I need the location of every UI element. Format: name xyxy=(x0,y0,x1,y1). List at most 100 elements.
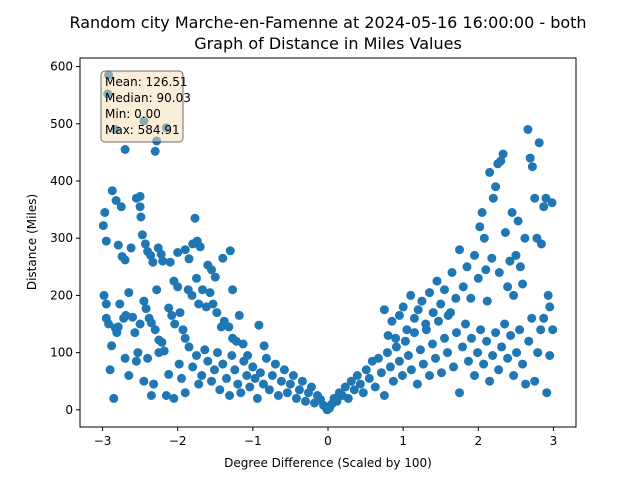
scatter-point xyxy=(233,379,243,389)
scatter-point xyxy=(222,373,231,383)
scatter-point xyxy=(497,342,507,352)
scatter-point xyxy=(285,379,295,389)
scatter-point xyxy=(165,257,175,267)
scatter-point xyxy=(250,373,260,383)
stats-max: Max: 584.91 xyxy=(105,123,180,137)
scatter-point xyxy=(180,388,190,398)
scatter-point xyxy=(169,393,179,403)
scatter-point xyxy=(349,385,359,395)
x-axis-ticks: −3 −2 −1 0 1 2 3 xyxy=(94,427,557,448)
scatter-point xyxy=(207,265,216,275)
scatter-point xyxy=(373,353,383,363)
y-axis-ticks: 0 100 200 300 400 500 600 xyxy=(50,60,80,417)
scatter-point xyxy=(500,228,510,237)
scatter-point xyxy=(449,362,458,372)
scatter-point xyxy=(355,379,365,389)
scatter-point xyxy=(131,356,141,366)
scatter-point xyxy=(213,348,222,358)
scatter-point xyxy=(458,342,467,352)
scatter-point xyxy=(534,138,544,148)
scatter-point xyxy=(116,202,126,212)
scatter-point xyxy=(128,312,138,322)
scatter-point xyxy=(418,359,428,369)
scatter-point xyxy=(487,253,497,263)
scatter-point xyxy=(238,339,248,349)
scatter-point xyxy=(536,325,546,335)
y-tick-label: 600 xyxy=(50,60,73,74)
scatter-point xyxy=(470,371,479,380)
scatter-point xyxy=(505,256,515,266)
scatter-point xyxy=(194,379,204,389)
scatter-point xyxy=(208,299,218,309)
scatter-point xyxy=(425,371,434,380)
scatter-point xyxy=(346,376,356,386)
scatter-point xyxy=(135,191,145,201)
scatter-point xyxy=(521,379,531,389)
scatter-point xyxy=(276,376,286,386)
scatter-point xyxy=(432,276,442,286)
scatter-point xyxy=(180,333,190,343)
scatter-point xyxy=(488,351,498,360)
scatter-point xyxy=(297,376,307,386)
scatter-point xyxy=(394,310,404,320)
scatter-point xyxy=(361,365,371,375)
scatter-point xyxy=(536,239,546,249)
scatter-point xyxy=(137,230,147,240)
scatter-point xyxy=(218,253,228,263)
scatter-point xyxy=(382,348,392,358)
scatter-point xyxy=(494,268,504,277)
scatter-point xyxy=(409,313,419,323)
scatter-point xyxy=(294,385,304,395)
scatter-point xyxy=(197,371,207,380)
scatter-point xyxy=(485,167,495,177)
scatter-point xyxy=(428,339,437,349)
x-tick-label: −3 xyxy=(94,434,112,448)
scatter-point xyxy=(479,359,489,369)
scatter-point xyxy=(511,250,521,260)
scatter-point xyxy=(451,293,461,303)
scatter-point xyxy=(301,396,310,406)
scatter-point xyxy=(470,250,479,260)
scatter-point xyxy=(149,379,159,389)
scatter-point xyxy=(547,198,557,208)
scatter-point xyxy=(107,186,117,196)
scatter-point xyxy=(506,331,516,340)
scatter-point xyxy=(150,146,160,156)
scatter-point xyxy=(409,328,419,338)
scatter-point xyxy=(491,182,501,192)
scatter-point xyxy=(491,328,501,338)
scatter-point xyxy=(215,385,225,395)
scatter-point xyxy=(245,382,255,392)
scatter-point xyxy=(184,254,194,264)
scatter-point xyxy=(406,365,416,375)
points-layer xyxy=(98,70,558,415)
scatter-point xyxy=(143,353,153,363)
scatter-point xyxy=(100,208,110,217)
scatter-point xyxy=(164,303,174,313)
scatter-point xyxy=(255,368,265,378)
scatter-point xyxy=(452,328,461,338)
scatter-point xyxy=(481,265,491,275)
scatter-point xyxy=(200,345,210,355)
scatter-point xyxy=(178,325,188,335)
scatter-point xyxy=(279,365,289,375)
chart-title-line1: Random city Marche-en-Famenne at 2024-05… xyxy=(69,13,586,32)
scatter-point xyxy=(440,285,449,295)
scatter-point xyxy=(124,371,134,380)
scatter-point xyxy=(225,391,235,400)
scatter-point xyxy=(542,388,552,398)
scatter-point xyxy=(391,333,401,343)
scatter-point xyxy=(440,333,449,343)
scatter-point xyxy=(428,308,438,318)
scatter-point xyxy=(515,325,525,335)
scatter-point xyxy=(212,308,222,318)
scatter-point xyxy=(101,236,111,246)
scatter-point xyxy=(218,359,228,369)
scatter-point xyxy=(434,316,443,326)
scatter-point xyxy=(385,362,395,372)
scatter-point xyxy=(525,153,535,163)
scatter-point xyxy=(133,348,143,358)
scatter-point xyxy=(158,256,168,266)
